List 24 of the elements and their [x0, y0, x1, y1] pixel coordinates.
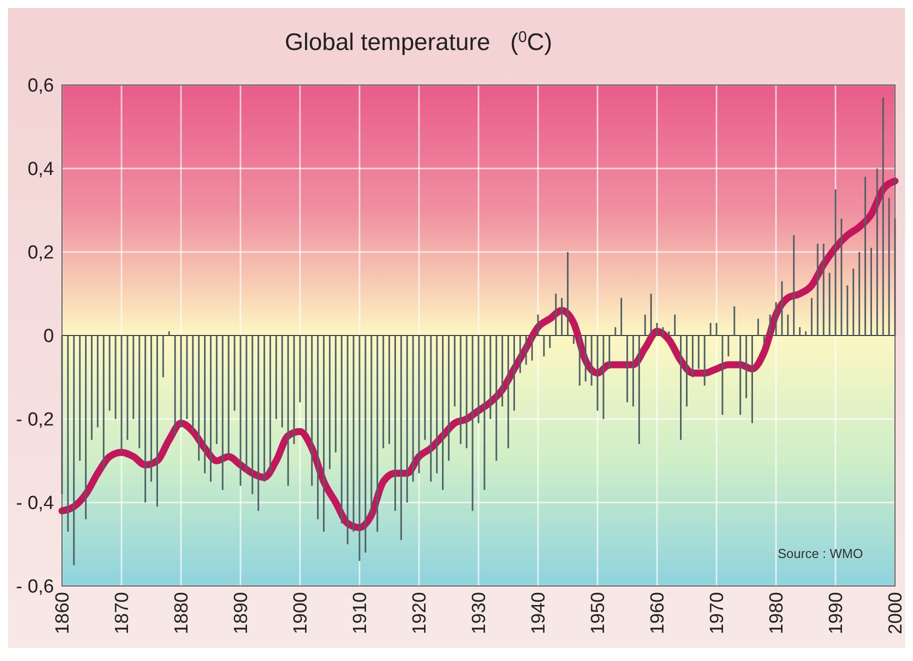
annotation: Source : WMO — [778, 546, 863, 561]
y-tick-label: - 0,4 — [16, 493, 54, 514]
y-tick-label: 0,4 — [28, 159, 54, 180]
x-tick-label: 1980 — [766, 592, 788, 634]
x-tick-label: 1900 — [290, 592, 312, 634]
x-tick-label: 1930 — [469, 592, 490, 634]
x-tick-label: 2000 — [886, 592, 907, 634]
x-tick-label: 1860 — [52, 592, 74, 634]
x-tick-label: 1920 — [410, 592, 431, 634]
x-tick-label: 1960 — [648, 592, 669, 634]
x-tick-label: 1950 — [588, 592, 610, 634]
x-tick-label: 1890 — [231, 592, 252, 634]
x-tick-label: 1970 — [707, 592, 728, 634]
x-tick-label: 1990 — [826, 592, 848, 634]
x-tick-label: 1910 — [350, 592, 372, 634]
y-tick-label: 0 — [43, 326, 54, 348]
x-tick-label: 1880 — [172, 592, 193, 634]
y-tick-label: 0,6 — [28, 76, 54, 97]
x-tick-label: 1870 — [112, 592, 134, 634]
y-tick-label: 0,2 — [28, 242, 54, 264]
chart-title: Global temperature ($^{0}$C) — [284, 28, 552, 56]
x-tick-label: 1940 — [528, 592, 550, 634]
y-tick-label: - 0,6 — [16, 576, 54, 598]
y-tick-label: - 0,2 — [16, 410, 54, 431]
